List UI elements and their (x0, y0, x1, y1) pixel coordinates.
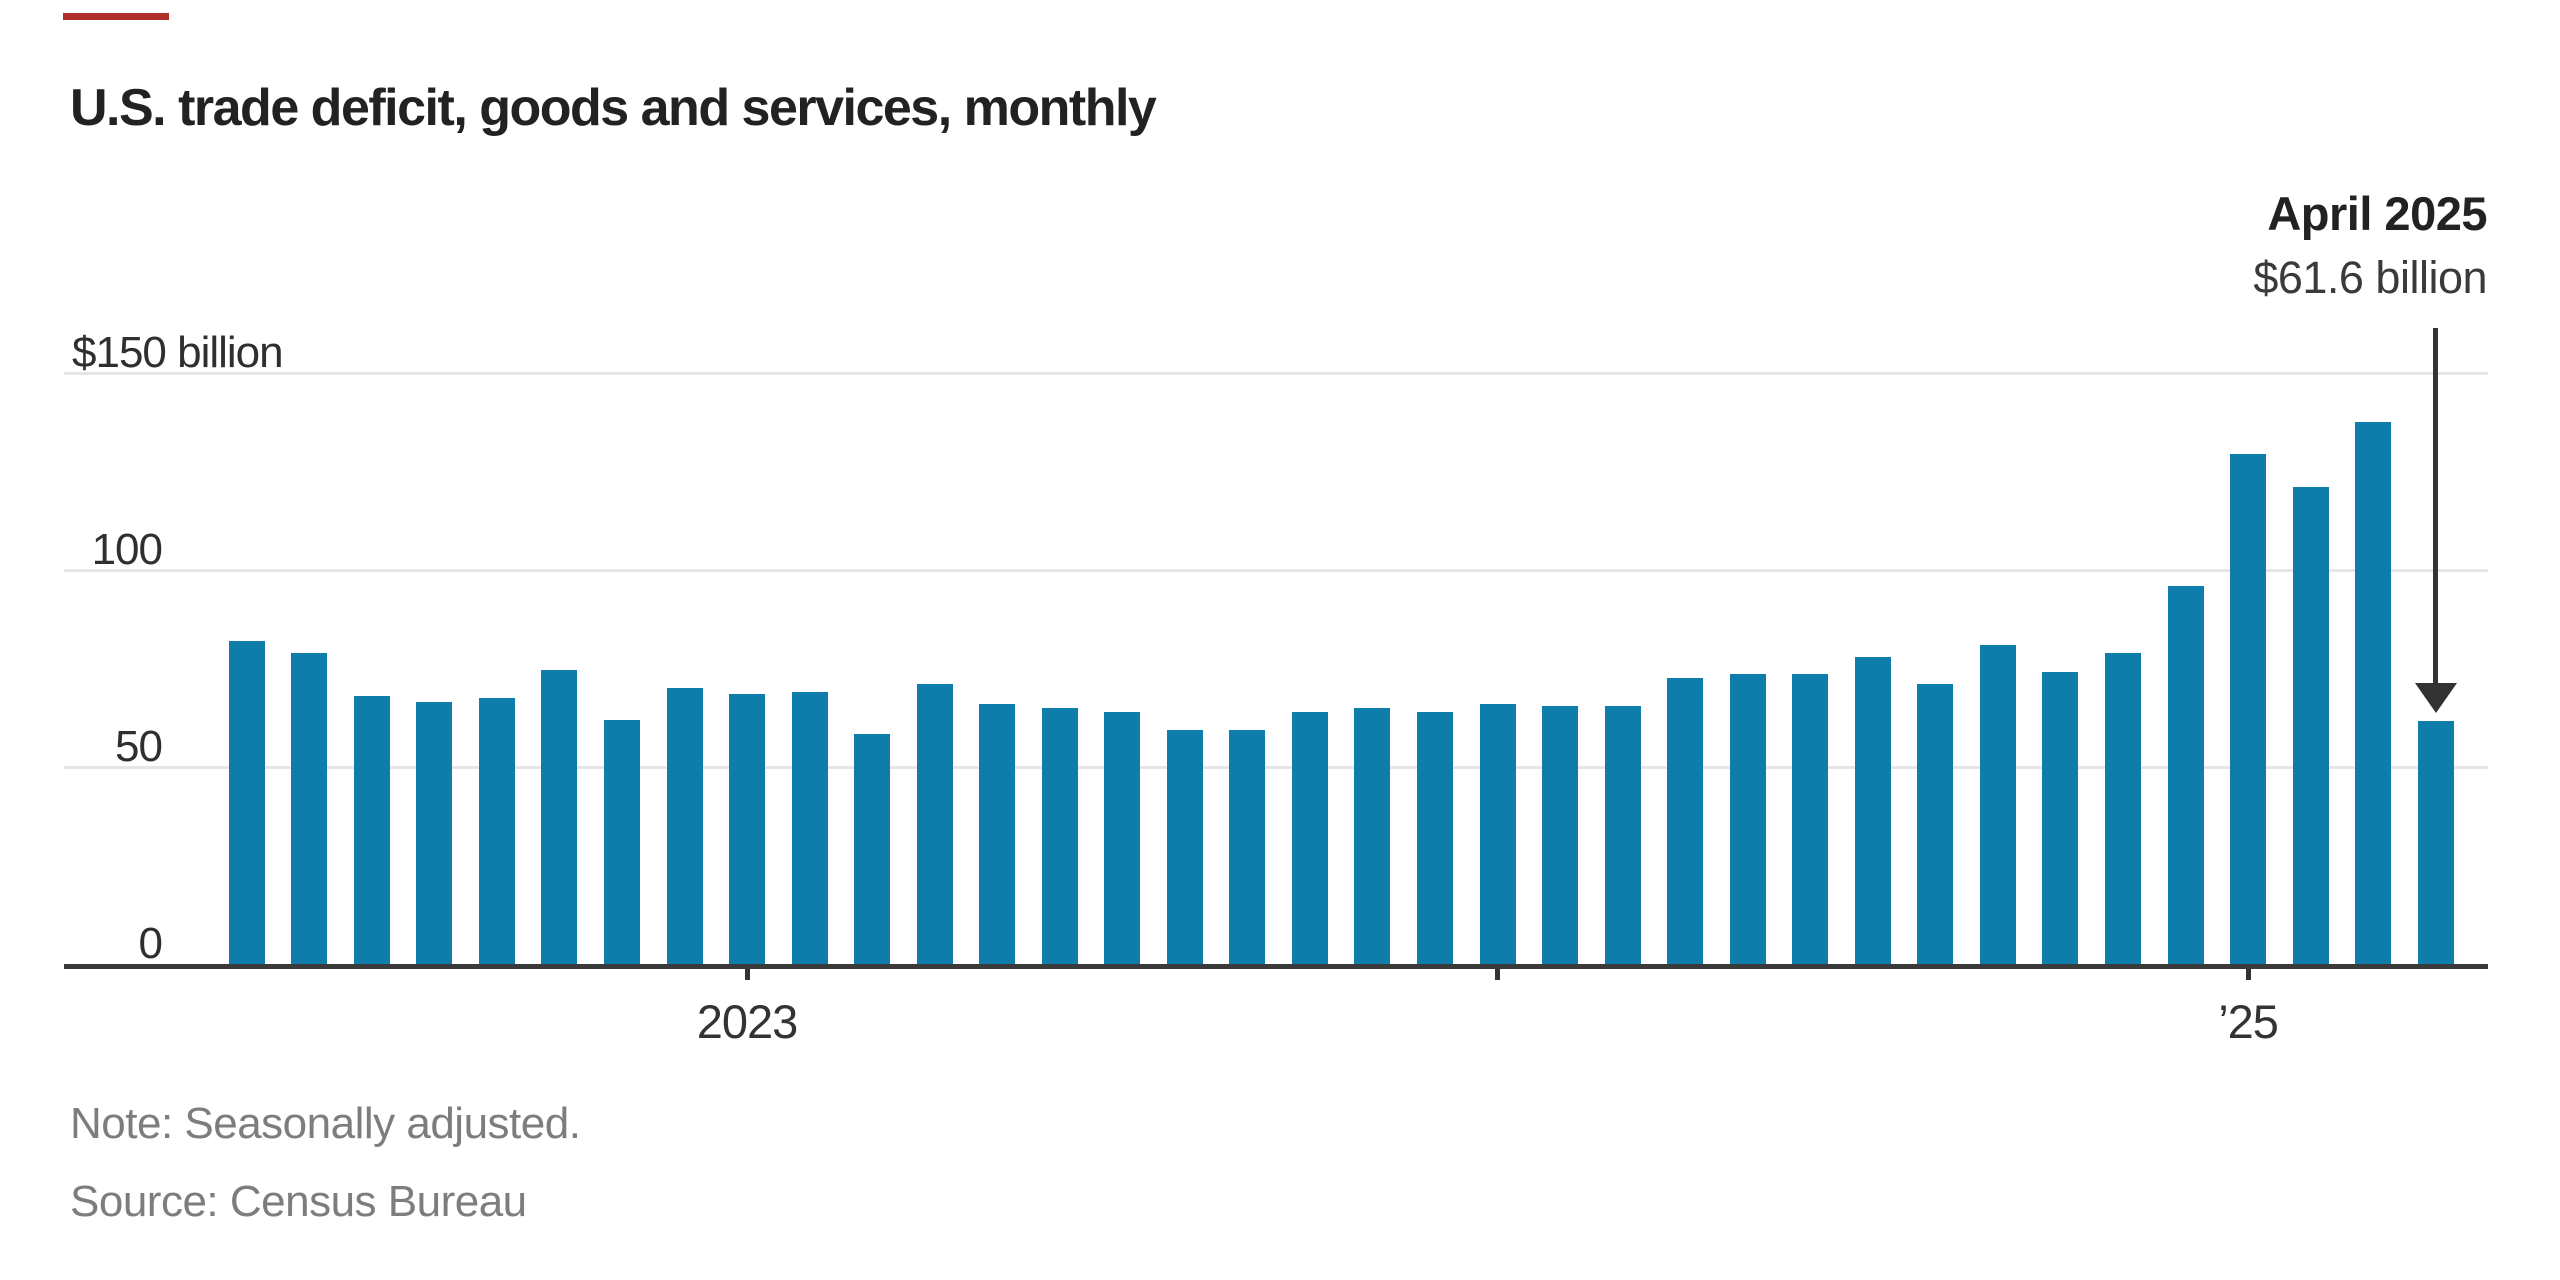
bar-Sep-2023 (1229, 729, 1266, 964)
bar-Jul-2022 (353, 696, 390, 964)
bar-Nov-2022 (603, 719, 640, 964)
bar-Dec-2023 (1417, 711, 1454, 964)
annotation-value: $61.6 billion (2253, 252, 2487, 303)
bar-Oct-2024 (2042, 672, 2079, 964)
annotation-arrow-line (2433, 328, 2439, 684)
x-axis-tick-Jan-2024 (1495, 969, 1501, 980)
chart-source: Source: Census Bureau (70, 1177, 527, 1226)
bar-Feb-2024 (1542, 705, 1579, 964)
bar-Sep-2024 (1979, 644, 2016, 964)
brand-kicker-rule (63, 13, 169, 20)
bar-Jun-2022 (291, 652, 328, 964)
bar-Feb-2023 (791, 692, 828, 964)
x-axis-line (64, 964, 2488, 969)
bar-Oct-2023 (1291, 711, 1328, 964)
gridline-50 (64, 766, 2488, 769)
bar-Aug-2024 (1917, 684, 1954, 964)
bar-Sep-2022 (478, 698, 515, 964)
chart-note: Note: Seasonally adjusted. (70, 1099, 581, 1148)
bar-Nov-2023 (1354, 707, 1391, 964)
bar-Mar-2023 (854, 733, 891, 964)
bar-May-2022 (228, 640, 265, 964)
bar-Jan-2025 (2230, 453, 2267, 964)
x-axis-label-Jan-2025: ’25 (2218, 995, 2279, 1048)
y-axis-label-150: $150 billion (72, 328, 284, 377)
bar-Aug-2023 (1166, 729, 1203, 964)
chart-title: U.S. trade deficit, goods and services, … (70, 79, 1157, 137)
bar-Jun-2024 (1792, 674, 1829, 964)
gridline-100 (64, 569, 2488, 572)
bar-Oct-2022 (541, 670, 578, 964)
bar-Mar-2025 (2355, 422, 2392, 964)
bar-Feb-2025 (2292, 487, 2329, 964)
gridline-150 (64, 372, 2488, 375)
bar-Jan-2024 (1479, 703, 1516, 964)
x-axis-label-Jan-2023: 2023 (696, 995, 799, 1048)
bar-Aug-2022 (416, 701, 453, 964)
y-axis-label-50: 50 (115, 722, 163, 771)
y-axis-label-100: 100 (91, 525, 163, 574)
annotation-date: April 2025 (2267, 187, 2487, 240)
x-axis-tick-Jan-2025 (2245, 969, 2251, 980)
bar-Mar-2024 (1604, 705, 1641, 964)
bar-Jun-2023 (1041, 707, 1078, 964)
x-axis-tick-Jan-2023 (744, 969, 750, 980)
bar-Jul-2023 (1104, 711, 1141, 964)
annotation: April 2025 $61.6 billion (2253, 190, 2487, 300)
bar-Apr-2024 (1667, 678, 1704, 964)
bar-Dec-2024 (2167, 585, 2204, 964)
annotation-arrow-head (2414, 683, 2457, 714)
bar-Dec-2022 (666, 688, 703, 964)
y-axis-label-0: 0 (138, 919, 163, 968)
bar-May-2023 (979, 703, 1016, 964)
bar-Jul-2024 (1854, 656, 1891, 964)
bar-Apr-2023 (916, 684, 953, 964)
bar-May-2024 (1729, 674, 1766, 964)
bar-Jan-2023 (729, 694, 766, 964)
bar-Nov-2024 (2104, 652, 2141, 964)
bar-Apr-2025 (2417, 721, 2454, 964)
